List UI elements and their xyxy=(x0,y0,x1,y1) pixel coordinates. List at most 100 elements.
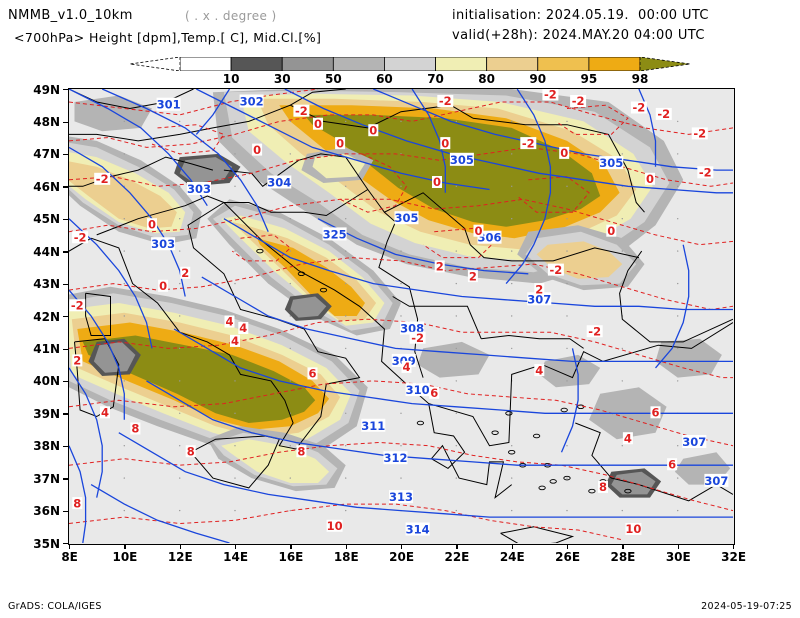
coastline xyxy=(69,104,474,142)
temperature-contour-label: 4 xyxy=(231,334,239,348)
contour-label-halo xyxy=(467,270,478,283)
height-contour-label: 325 xyxy=(323,227,347,241)
grid-dot xyxy=(400,315,402,317)
contour-label-halo xyxy=(307,367,318,380)
temperature-contour-label: 4 xyxy=(402,360,410,374)
island-outline xyxy=(256,248,264,254)
height-contour xyxy=(173,328,733,414)
grid-dot xyxy=(455,250,457,252)
height-contour xyxy=(146,380,733,466)
contour-label-halo xyxy=(383,451,408,465)
cloud-cover-band xyxy=(312,153,365,179)
latitude-tick-mark xyxy=(63,316,68,318)
temperature-contour-label: -2 xyxy=(74,230,87,244)
grid-dot xyxy=(455,380,457,382)
temperature-contour-label: -2 xyxy=(544,89,557,102)
temperature-contour-label: 2 xyxy=(181,266,189,280)
latitude-tick-label: 40N xyxy=(33,374,60,389)
grid-dot xyxy=(123,445,125,447)
grid-dot xyxy=(400,445,402,447)
grid-dot xyxy=(566,218,568,220)
contour-label-halo xyxy=(100,406,110,419)
temperature-contour-label: 2 xyxy=(73,354,81,368)
colorbar-band xyxy=(179,57,232,71)
contour-label-halo xyxy=(542,89,559,101)
height-contour-label: 303 xyxy=(151,237,175,251)
colorbar-band xyxy=(486,57,539,71)
longitude-tick-mark xyxy=(566,543,569,549)
temperature-contour-label: 0 xyxy=(474,224,482,238)
grid-dot xyxy=(345,347,347,350)
temperature-contour-label: 8 xyxy=(599,480,607,494)
coastline xyxy=(190,435,280,489)
temperature-contour xyxy=(69,101,733,148)
coastline xyxy=(469,244,640,262)
grid-dot xyxy=(511,347,513,350)
height-contour-label: 307 xyxy=(527,292,551,306)
island-outline xyxy=(505,411,513,416)
grid-dot xyxy=(123,380,125,382)
temperature-contour-label: 0 xyxy=(314,117,322,131)
grid-dot xyxy=(566,315,568,317)
longitude-tick-mark xyxy=(456,543,458,549)
height-contour xyxy=(655,244,690,369)
temperature-contour-label: 0 xyxy=(607,224,615,238)
contour-label-halo xyxy=(313,117,323,130)
coastline xyxy=(481,334,584,349)
coastline xyxy=(69,156,214,187)
colorbar-band xyxy=(588,57,641,71)
colorbar-tick-label: 90 xyxy=(529,72,547,86)
contour-label-halo xyxy=(432,176,442,188)
grid-dot xyxy=(566,445,568,447)
grid-dot xyxy=(289,477,291,479)
grid-dot xyxy=(289,315,291,317)
contour-label-halo xyxy=(230,334,240,347)
height-contour xyxy=(201,276,733,363)
grid-dot xyxy=(234,347,236,350)
latitude-tick-label: 43N xyxy=(33,277,60,292)
height-contour-label: 302 xyxy=(240,95,264,109)
longitude-tick-label: 22E xyxy=(444,550,470,564)
grid-dot xyxy=(677,282,679,285)
grid-dot xyxy=(455,509,457,512)
temperature-contour-label: 0 xyxy=(369,123,377,137)
temperature-contour-label: 8 xyxy=(73,496,81,510)
temperature-contour-label: 4 xyxy=(624,431,632,445)
grid-dot xyxy=(179,185,181,187)
colorbar-band xyxy=(435,57,488,71)
height-contour-label: 301 xyxy=(157,98,181,112)
temperature-contour-label: -2 xyxy=(657,107,670,121)
temperature-contour xyxy=(422,227,496,259)
height-contour xyxy=(560,348,579,453)
longitude-tick-mark xyxy=(732,543,735,549)
temperature-contour-label: 2 xyxy=(469,269,477,283)
temperature-contour-label: -2 xyxy=(439,94,452,108)
grid-dot xyxy=(400,477,402,479)
coastline xyxy=(619,250,733,343)
map-plot-area[interactable]: 301 302 303 303 304 305 305 305 306 307 307 307 308 3… xyxy=(68,88,735,545)
colorbar-tick-label: 98 xyxy=(631,72,649,86)
grid-dot xyxy=(345,315,347,317)
grid-dot xyxy=(400,185,402,187)
contour-label-halo xyxy=(72,231,89,244)
temperature-contour xyxy=(69,146,733,187)
field-description: <700hPa> Height [dpm],Temp.[ C], Mid.Cl.… xyxy=(14,30,322,45)
contour-label-halo xyxy=(704,473,729,487)
colorbar-band xyxy=(384,57,436,71)
island-outline xyxy=(508,449,516,455)
grid-dot xyxy=(677,153,679,155)
height-contour xyxy=(69,445,87,543)
grid-dot xyxy=(455,120,457,123)
colorbar-over-arrow xyxy=(639,57,690,71)
grid-dot xyxy=(677,509,679,512)
coastline xyxy=(575,422,733,502)
grid-dot xyxy=(289,153,291,155)
colorbar-band xyxy=(281,57,334,71)
height-contour xyxy=(284,89,733,194)
contour-label-halo xyxy=(322,227,347,241)
contour-label-halo xyxy=(239,94,264,108)
grid-dot xyxy=(677,250,679,252)
contour-label-halo xyxy=(520,137,537,150)
grid-dot xyxy=(234,153,236,155)
contour-label-halo xyxy=(434,260,445,273)
